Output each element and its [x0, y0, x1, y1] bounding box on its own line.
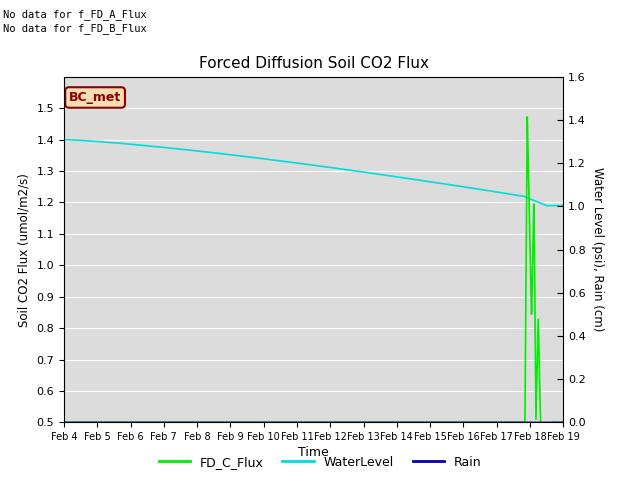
X-axis label: Time: Time — [298, 446, 329, 459]
Text: No data for f_FD_B_Flux: No data for f_FD_B_Flux — [3, 23, 147, 34]
Text: No data for f_FD_A_Flux: No data for f_FD_A_Flux — [3, 9, 147, 20]
Y-axis label: Soil CO2 Flux (umol/m2/s): Soil CO2 Flux (umol/m2/s) — [18, 173, 31, 326]
Title: Forced Diffusion Soil CO2 Flux: Forced Diffusion Soil CO2 Flux — [198, 57, 429, 72]
Text: BC_met: BC_met — [69, 91, 121, 104]
Legend: FD_C_Flux, WaterLevel, Rain: FD_C_Flux, WaterLevel, Rain — [154, 451, 486, 474]
Y-axis label: Water Level (psi), Rain (cm): Water Level (psi), Rain (cm) — [591, 168, 604, 332]
